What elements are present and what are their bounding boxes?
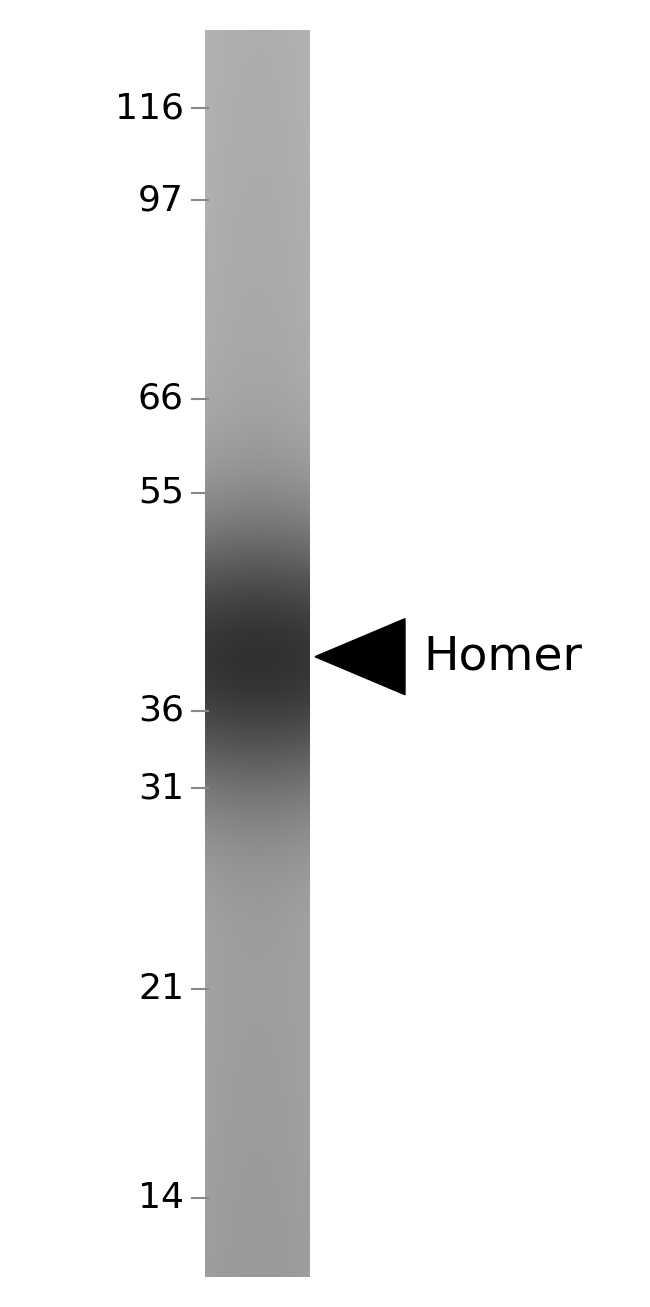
- Text: 14: 14: [138, 1180, 184, 1214]
- Text: Homer: Homer: [423, 634, 582, 680]
- Text: 36: 36: [138, 694, 184, 728]
- Text: 21: 21: [138, 971, 184, 1005]
- Text: 66: 66: [138, 382, 184, 416]
- Text: 31: 31: [138, 771, 184, 805]
- Text: 55: 55: [138, 476, 184, 510]
- Text: 97: 97: [138, 183, 184, 217]
- Text: 116: 116: [115, 91, 184, 125]
- Polygon shape: [315, 618, 405, 695]
